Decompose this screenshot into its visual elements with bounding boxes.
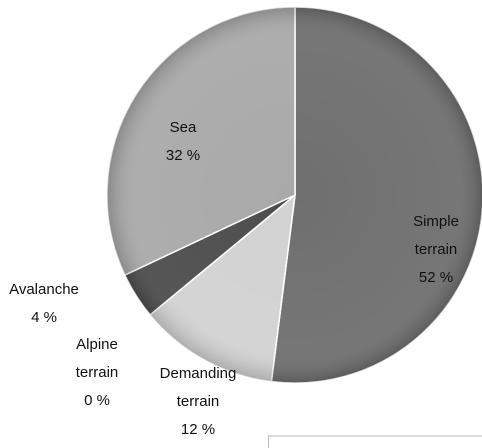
- pie-shading: [107, 7, 482, 383]
- value-label: 12 %: [180, 421, 216, 438]
- category-label: Demanding terrain: [159, 365, 237, 410]
- category-label: Alpine terrain: [75, 336, 119, 381]
- value-label: 32 %: [165, 147, 201, 164]
- slice-label: Avalanche 4 %: [0, 276, 99, 332]
- slice-label: Sea 32 %: [143, 114, 223, 170]
- slice-label: Demanding terrain 12 %: [151, 360, 246, 444]
- category-label: Avalanche: [9, 281, 79, 298]
- category-label: Simple terrain: [413, 213, 459, 258]
- value-label: 4 %: [31, 309, 57, 326]
- value-label: 52 %: [418, 269, 454, 286]
- category-label: Sea: [169, 119, 197, 136]
- slice-label: Simple terrain 52 %: [401, 208, 471, 292]
- value-label: 0 %: [84, 392, 110, 409]
- slice-label: Alpine terrain 0 %: [67, 331, 127, 415]
